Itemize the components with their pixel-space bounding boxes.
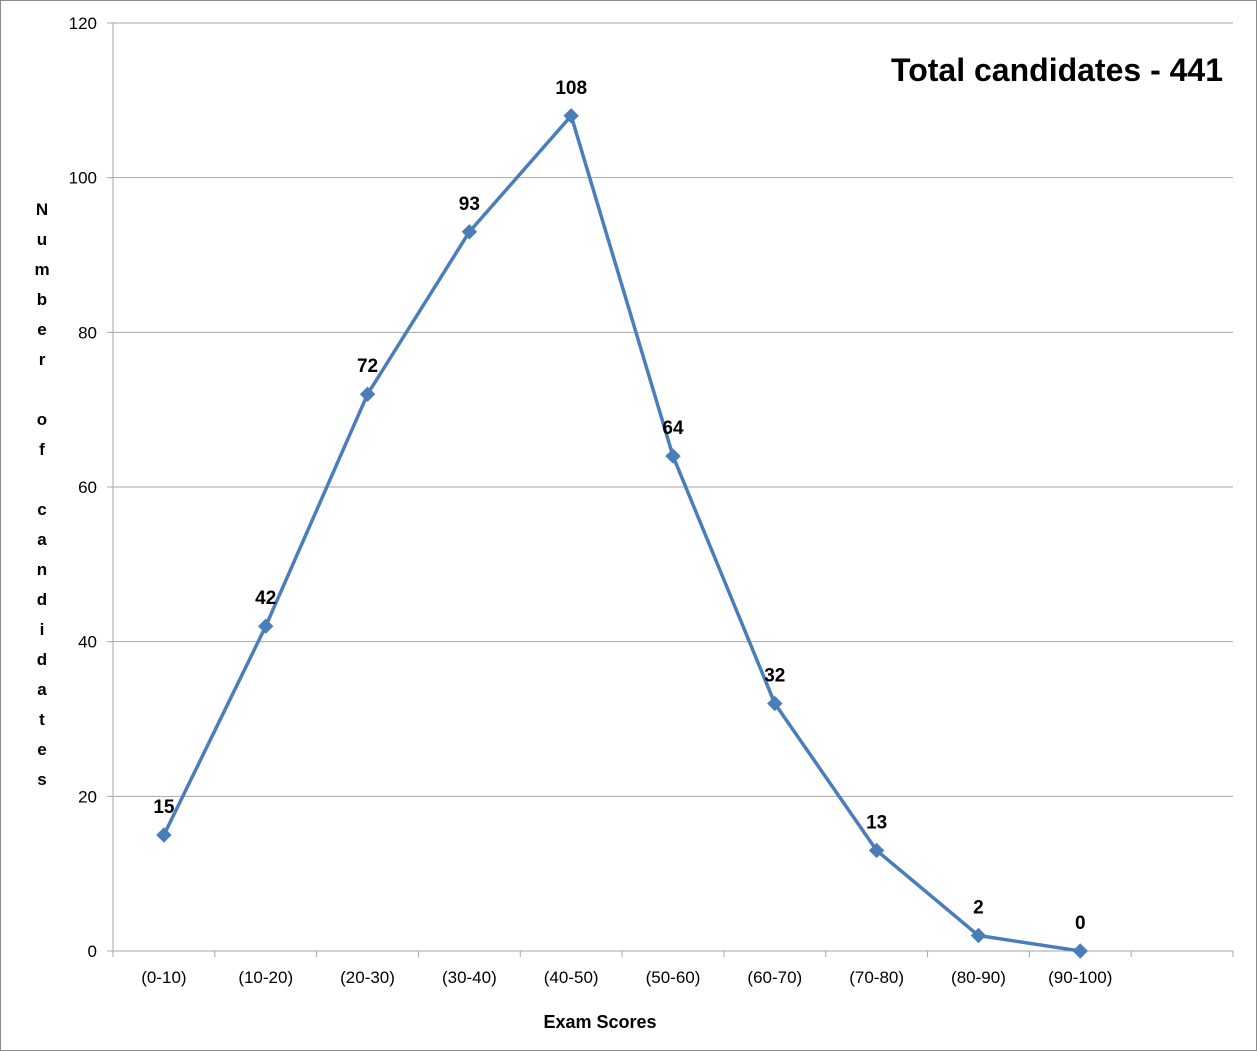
data-point	[461, 224, 478, 240]
x-tick-label: (50-60)	[646, 968, 701, 987]
y-tick-label: 80	[78, 323, 97, 342]
y-axis-title-char: s	[37, 770, 47, 789]
y-axis-title-char: d	[36, 650, 48, 669]
y-tick-label: 100	[69, 169, 97, 188]
y-axis-title-char: c	[37, 500, 47, 519]
y-axis-title-char: o	[36, 410, 48, 429]
total-candidates-annotation: Total candidates - 441	[891, 52, 1223, 88]
data-point	[563, 108, 579, 124]
y-axis-title-char: e	[37, 320, 47, 339]
data-label: 2	[973, 898, 984, 919]
x-tick-label: (80-90)	[951, 968, 1006, 987]
x-tick-label: (60-70)	[747, 968, 802, 987]
y-axis-title-char: i	[39, 620, 45, 639]
x-tick-label: (90-100)	[1048, 968, 1112, 987]
x-tick-label: (0-10)	[141, 968, 186, 987]
data-point	[156, 827, 172, 843]
data-labels: 15 42 72 93 108 64 32 13 2 0	[153, 78, 1085, 934]
y-axis-title-char: b	[36, 290, 48, 309]
y-tick-label: 120	[69, 14, 97, 33]
y-axis-title-char: n	[36, 560, 48, 579]
data-label: 0	[1075, 913, 1086, 934]
gridlines	[113, 22, 1233, 797]
data-label: 32	[764, 666, 785, 687]
y-axis-title-char: a	[37, 680, 47, 699]
x-tick-label: (40-50)	[544, 968, 599, 987]
x-tick-label: (20-30)	[340, 968, 395, 987]
y-axis-ticks: 0 20 40 60 80 100 120	[69, 14, 113, 961]
x-tick-label: (30-40)	[442, 968, 497, 987]
y-axis-title-char: d	[36, 590, 48, 609]
data-label: 64	[662, 418, 684, 439]
y-tick-label: 20	[78, 787, 97, 806]
y-axis-title-char: m	[34, 260, 50, 279]
data-point	[767, 695, 783, 712]
data-label: 15	[153, 797, 175, 818]
data-point	[868, 842, 885, 859]
y-tick-label: 60	[78, 478, 97, 497]
data-label: 72	[357, 356, 378, 377]
series-markers	[156, 108, 1088, 959]
y-tick-label: 0	[88, 942, 97, 961]
data-label: 42	[255, 588, 276, 609]
data-point	[359, 386, 376, 402]
data-point	[665, 448, 681, 464]
y-axis-title-char: r	[38, 350, 46, 369]
x-tick-label: (70-80)	[849, 968, 904, 987]
y-axis-title-char: f	[39, 440, 45, 459]
y-axis-title-char: t	[39, 710, 45, 729]
y-axis-title-char: a	[37, 530, 47, 549]
data-label: 13	[866, 812, 887, 833]
y-axis-title-char: N	[35, 200, 49, 219]
x-axis-title: Exam Scores	[543, 1012, 656, 1032]
data-label: 93	[459, 194, 480, 215]
series-line	[162, 114, 1081, 953]
y-axis-title-char	[30, 465, 54, 495]
data-point	[1072, 943, 1088, 959]
y-tick-label: 40	[78, 633, 97, 652]
series-line	[162, 114, 1081, 953]
y-axis-title-char: u	[36, 230, 48, 249]
x-tick-label: (10-20)	[238, 968, 293, 987]
data-point	[970, 927, 987, 944]
y-axis-title-char	[30, 375, 54, 405]
y-axis-title-char: e	[37, 740, 47, 759]
data-label: 108	[555, 78, 587, 99]
data-point	[258, 618, 274, 634]
x-axis-ticks: (0-10) (10-20) (20-30) (30-40) (40-50) (50-60…	[112, 951, 1234, 987]
